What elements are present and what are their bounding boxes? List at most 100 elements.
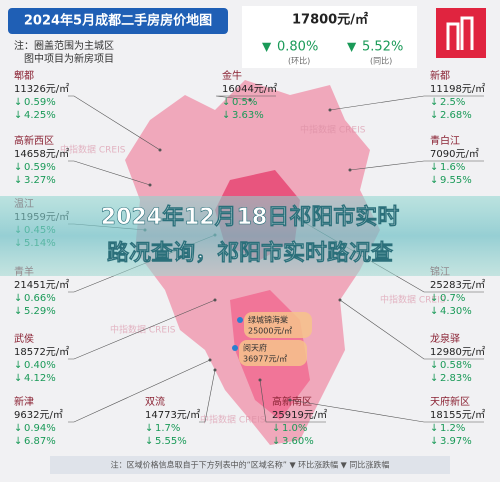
down-arrow: ↓ <box>430 436 438 447</box>
down-arrow: ↓ <box>430 97 438 108</box>
title-banner <box>8 8 228 34</box>
district-price: 25919元/㎡ <box>272 409 327 421</box>
district-mom: 1.7% <box>155 423 180 434</box>
overlay-band <box>0 196 500 276</box>
district-mom: 0.7% <box>440 293 465 304</box>
district-name: 龙泉驿 <box>430 332 460 345</box>
district-mom: 1.2% <box>440 423 465 434</box>
leader-line <box>259 379 326 423</box>
down-arrow: ↓ <box>222 110 230 121</box>
anchor-dot <box>213 368 217 372</box>
district-yoy: 6.87% <box>24 436 56 447</box>
down-arrow: ↓ <box>430 175 438 186</box>
anchor-dot <box>338 298 342 302</box>
city-mom: 0.80% <box>277 40 318 55</box>
leader-line <box>215 95 276 101</box>
note: 图中项目为新房项目 <box>24 52 114 65</box>
yoy-label: (同比) <box>370 56 392 66</box>
anchor-dot <box>213 298 217 302</box>
district-price: 18572元/㎡ <box>14 346 69 358</box>
down-arrow: ↓ <box>145 436 153 447</box>
district-name: 新都 <box>430 69 450 82</box>
down-arrow: ↓ <box>430 110 438 121</box>
district-price: 11326元/㎡ <box>14 83 69 95</box>
district-mom: 0.40% <box>24 360 56 371</box>
district-mom: 2.5% <box>440 97 465 108</box>
down-icon: ▼ <box>347 40 357 54</box>
district-price: 7090元/㎡ <box>430 148 479 160</box>
down-arrow: ↓ <box>430 162 438 173</box>
district-name: 天府新区 <box>430 395 470 408</box>
mom-label: (环比) <box>288 56 310 66</box>
district-mom: 0.66% <box>24 293 56 304</box>
leader-line <box>339 299 484 360</box>
district-price: 12980元/㎡ <box>430 346 485 358</box>
district-name: 青白江 <box>430 134 460 147</box>
leader-line <box>68 359 211 423</box>
district-yoy: 5.55% <box>155 436 187 447</box>
down-arrow: ↓ <box>430 360 438 371</box>
district-name: 金牛 <box>222 69 242 82</box>
overlay-title: 路况查询，祁阳市实时路况查 <box>107 240 393 266</box>
district-yoy: 4.12% <box>24 373 56 384</box>
watermark: 中指数据 CREIS <box>60 144 126 156</box>
district-name: 双流 <box>145 395 165 408</box>
district-mom: 0.59% <box>24 162 56 173</box>
district-price: 9632元/㎡ <box>14 409 63 421</box>
anchor-dot <box>148 183 152 187</box>
district-yoy: 4.30% <box>440 306 472 317</box>
anchor-dot <box>158 148 162 152</box>
district-mom: 1.0% <box>282 423 307 434</box>
down-arrow: ↓ <box>14 162 22 173</box>
district-yoy: 2.83% <box>440 373 472 384</box>
down-arrow: ↓ <box>14 97 22 108</box>
down-arrow: ↓ <box>14 175 22 186</box>
project-bg <box>244 312 312 338</box>
district-mom: 0.59% <box>24 97 56 108</box>
district-price: 25283元/㎡ <box>430 279 485 291</box>
down-arrow: ↓ <box>14 293 22 304</box>
anchor-dot <box>208 358 212 362</box>
anchor-dot <box>258 378 262 382</box>
leader-line <box>199 369 216 423</box>
down-arrow: ↓ <box>14 110 22 121</box>
district-mom: 0.94% <box>24 423 56 434</box>
project-price: 25000元/㎡ <box>248 327 292 336</box>
district-price: 16044元/㎡ <box>222 83 277 95</box>
down-arrow: ↓ <box>272 423 280 434</box>
watermark: 中指数据 CREIS <box>300 124 366 136</box>
anchor-dot <box>288 398 292 402</box>
district-yoy: 3.27% <box>24 175 56 186</box>
leader-line <box>68 299 216 360</box>
district-name: 武侯 <box>14 332 34 345</box>
down-arrow: ↓ <box>14 373 22 384</box>
district-mom: 1.6% <box>440 162 465 173</box>
down-arrow: ↓ <box>222 97 230 108</box>
watermark: 中指数据 CREIS <box>200 414 266 426</box>
district-name: 高新南区 <box>272 395 312 408</box>
district-yoy: 9.55% <box>440 175 472 186</box>
overlay-title: 2024年12月18日祁阳市实时 <box>101 204 399 230</box>
down-arrow: ↓ <box>14 360 22 371</box>
district-name: 高新西区 <box>14 134 54 147</box>
district-price: 14658元/㎡ <box>14 148 69 160</box>
title: 2024年5月成都二手房房价地图 <box>24 13 212 29</box>
district-yoy: 4.25% <box>24 110 56 121</box>
leader-line <box>329 95 484 111</box>
district-yoy: 3.97% <box>440 436 472 447</box>
leader-line <box>68 95 161 151</box>
watermark: 中指数据 CREIS <box>380 294 446 306</box>
down-arrow: ↓ <box>430 306 438 317</box>
project-name: 阅天府 <box>243 343 267 353</box>
down-arrow: ↓ <box>145 423 153 434</box>
district-name: 新津 <box>14 395 34 408</box>
district-mom: 0.58% <box>440 360 472 371</box>
anchor-dot <box>348 168 352 172</box>
footer: 注：区域价格信息取自于下方列表中的“区域名称” ▼ 环比涨跌幅 ▼ 同比涨跌幅 <box>111 460 390 470</box>
district-name: 郫都 <box>14 69 34 82</box>
district-price: 21451元/㎡ <box>14 279 69 291</box>
project-bg <box>239 340 307 366</box>
note: 注：圈盖范围为主城区 <box>14 39 114 52</box>
down-icon: ▼ <box>262 40 272 54</box>
